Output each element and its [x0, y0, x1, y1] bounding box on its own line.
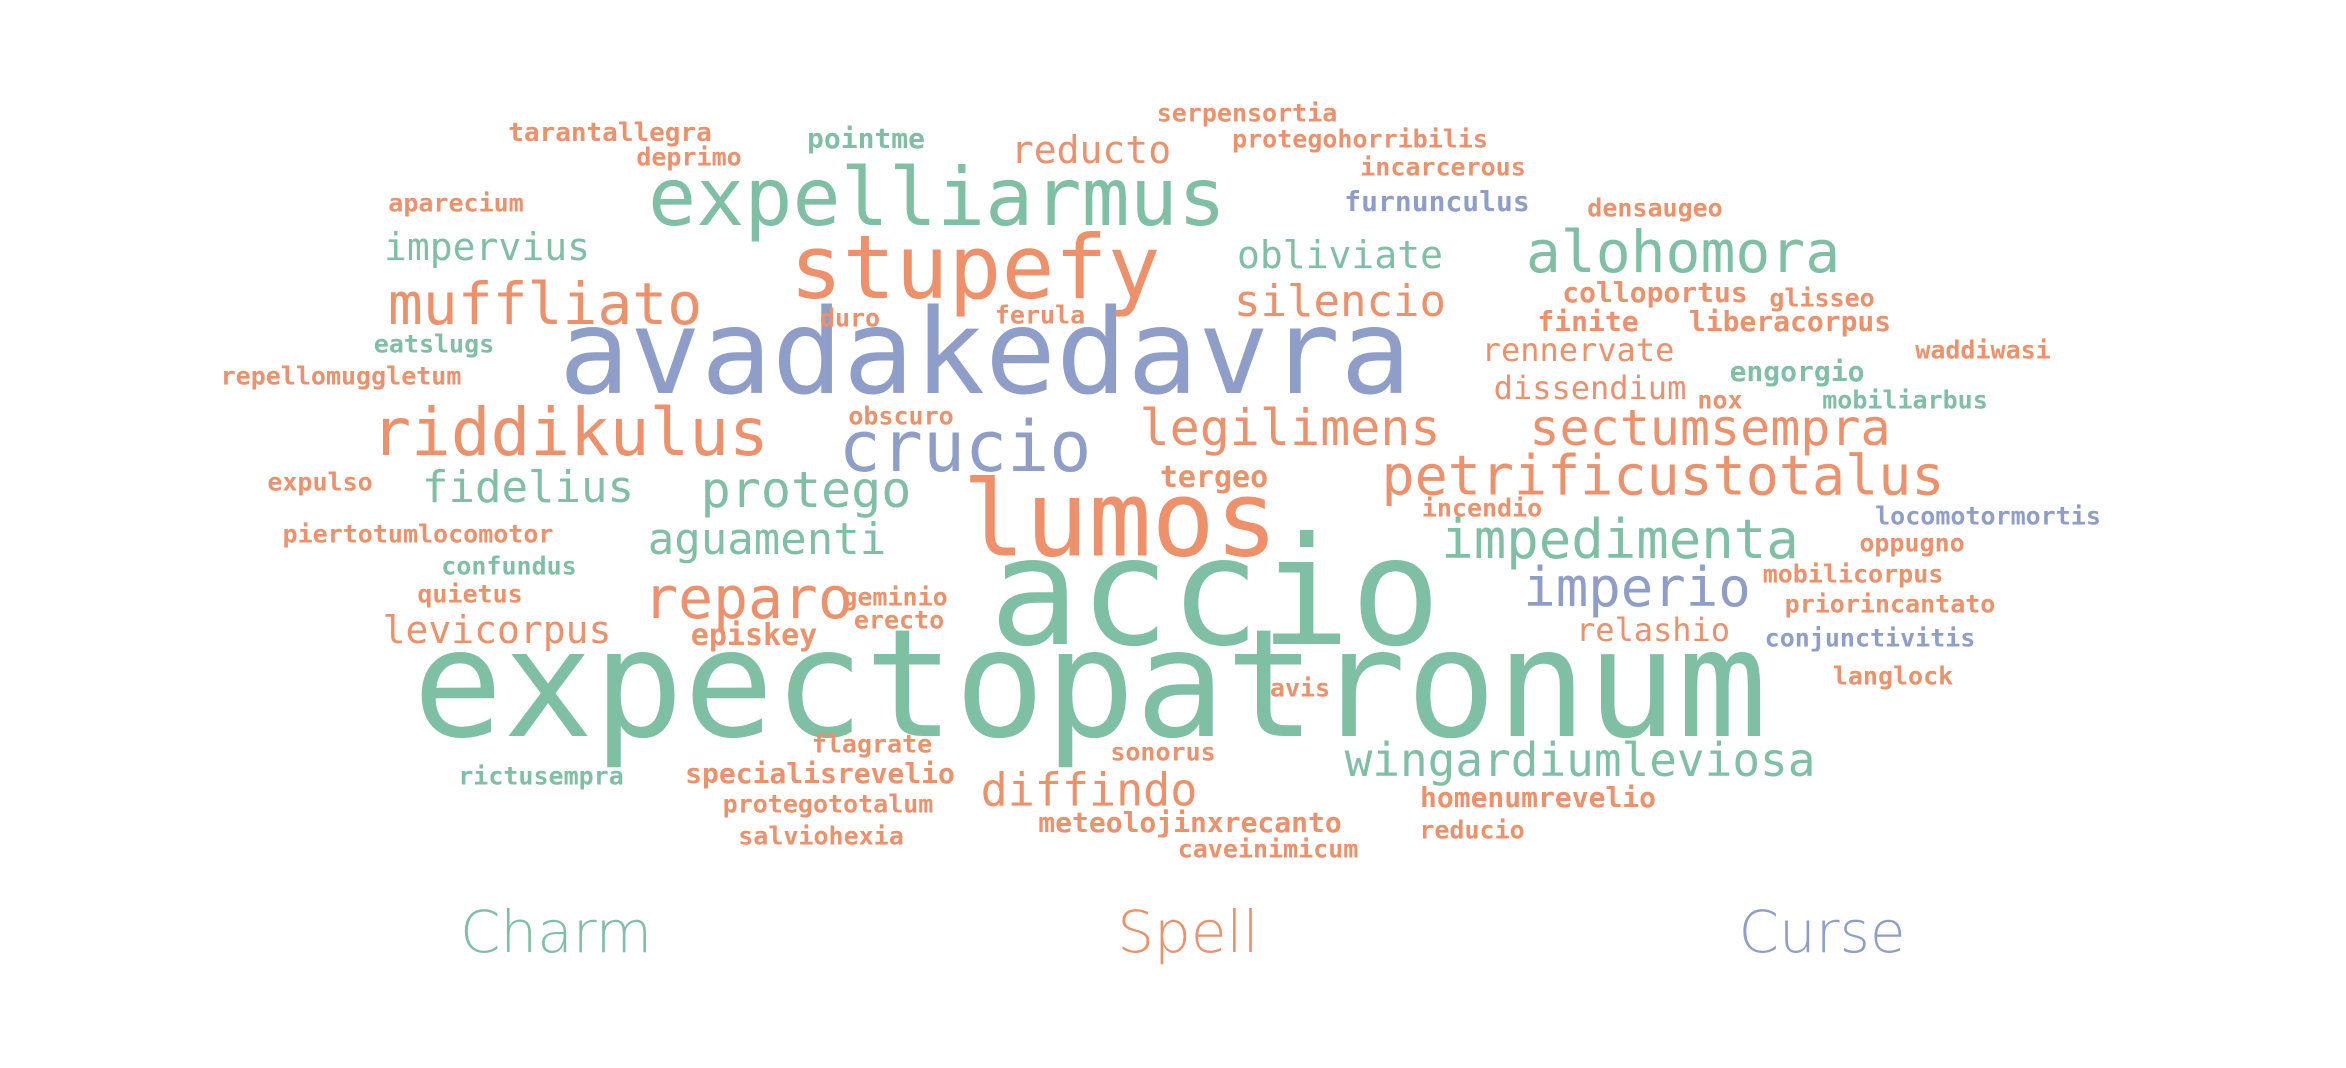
legend-curse: Curse — [1738, 898, 1906, 966]
word-fidelius: fidelius — [422, 462, 634, 513]
word-erecto: erecto — [853, 605, 945, 635]
word-riddikulus: riddikulus — [371, 394, 769, 471]
legend-spell: Spell — [1117, 898, 1259, 966]
word-sonorus: sonorus — [1110, 737, 1216, 767]
word-mobilicorpus: mobilicorpus — [1762, 559, 1944, 589]
word-caveinimicum: caveinimicum — [1177, 834, 1359, 864]
word-rictusempra: rictusempra — [458, 761, 624, 791]
word-aguamenti: aguamenti — [647, 514, 887, 565]
word-reducto: reducto — [1010, 128, 1172, 172]
word-oppugno: oppugno — [1859, 528, 1965, 558]
word-incendio: incendio — [1421, 493, 1543, 523]
word-incarcerous: incarcerous — [1360, 152, 1526, 182]
word-imperio: imperio — [1523, 556, 1751, 619]
word-impedimenta: impedimenta — [1441, 508, 1799, 571]
word-obscuro: obscuro — [848, 401, 954, 431]
word-sectumsempra: sectumsempra — [1529, 399, 1891, 457]
word-crucio: crucio — [838, 406, 1092, 488]
word-aparecium: aparecium — [388, 188, 524, 218]
word-mobiliarbus: mobiliarbus — [1822, 385, 1988, 415]
word-stupefy: stupefy — [789, 216, 1161, 319]
word-ferula: ferula — [994, 300, 1086, 330]
word-avis: avis — [1269, 673, 1331, 703]
word-serpensortia: serpensortia — [1156, 98, 1338, 128]
word-locomotormortis: locomotormortis — [1875, 501, 2101, 531]
word-salviohexia: salviohexia — [738, 821, 904, 851]
word-protego: protego — [700, 461, 912, 519]
word-specialisrevelio: specialisrevelio — [685, 757, 955, 790]
word-expectopatronum: expectopatronum — [412, 598, 1768, 772]
word-expulso: expulso — [267, 467, 373, 497]
word-liberacorpus: liberacorpus — [1688, 305, 1892, 338]
word-relashio: relashio — [1575, 611, 1731, 649]
word-piertotumlocomotor: piertotumlocomotor — [282, 519, 554, 549]
word-levicorpus: levicorpus — [382, 608, 612, 652]
word-reducio: reducio — [1419, 815, 1525, 845]
word-tergeo: tergeo — [1159, 460, 1269, 495]
word-geminio: geminio — [842, 582, 948, 612]
word-rennervate: rennervate — [1481, 331, 1675, 369]
word-flagrate: flagrate — [811, 729, 933, 759]
legend-charm: Charm — [459, 898, 653, 966]
word-eatslugs: eatslugs — [373, 329, 495, 359]
word-quietus: quietus — [417, 579, 523, 609]
word-furnunculus: furnunculus — [1344, 185, 1530, 218]
word-engorgio: engorgio — [1729, 355, 1865, 388]
word-tarantallegra: tarantallegra — [508, 118, 712, 148]
word-avadakedavra: avadakedavra — [558, 283, 1412, 421]
word-silencio: silencio — [1234, 276, 1446, 327]
word-conjunctivitis: conjunctivitis — [1764, 623, 1976, 653]
word-dissendium: dissendium — [1493, 369, 1687, 407]
word-diffindo: diffindo — [980, 763, 1198, 817]
word-protegototalum: protegototalum — [722, 789, 934, 819]
word-glisseo: glisseo — [1769, 283, 1875, 313]
word-confundus: confundus — [441, 551, 577, 581]
word-deprimo: deprimo — [636, 142, 742, 172]
word-alohomora: alohomora — [1525, 218, 1841, 286]
word-impervius: impervius — [384, 225, 590, 269]
word-petrificustotalus: petrificustotalus — [1381, 443, 1945, 508]
word-lumos: lumos — [961, 458, 1279, 581]
word-legilimens: legilimens — [1139, 399, 1441, 457]
word-episkey: episkey — [690, 618, 818, 653]
word-nox: nox — [1697, 385, 1743, 415]
word-finite: finite — [1537, 305, 1639, 338]
word-duro: duro — [819, 303, 881, 333]
word-homenumrevelio: homenumrevelio — [1419, 781, 1657, 814]
word-priorincantato: priorincantato — [1784, 589, 1996, 619]
word-pointme: pointme — [806, 122, 926, 155]
word-expelliarmus: expelliarmus — [648, 151, 1226, 244]
word-waddiwasi: waddiwasi — [1915, 335, 2051, 365]
word-protegohorribilis: protegohorribilis — [1232, 124, 1488, 154]
word-reparo: reparo — [643, 564, 853, 632]
word-muffliato: muffliato — [387, 270, 703, 338]
word-repellomuggletum: repellomuggletum — [220, 361, 462, 391]
word-colloportus: colloportus — [1562, 276, 1748, 309]
word-langlock: langlock — [1832, 661, 1954, 691]
word-densaugeo: densaugeo — [1587, 193, 1723, 223]
word-wingardiumleviosa: wingardiumleviosa — [1344, 733, 1816, 787]
word-accio: accio — [989, 506, 1441, 680]
word-obliviate: obliviate — [1237, 233, 1443, 277]
word-meteolojinxrecanto: meteolojinxrecanto — [1038, 806, 1342, 839]
